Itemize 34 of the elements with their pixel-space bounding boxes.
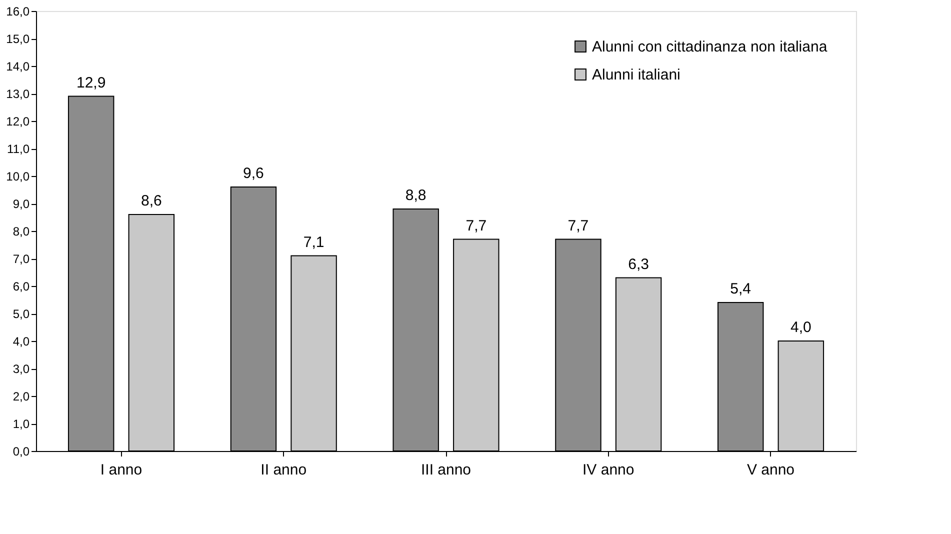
data-label: 7,7: [466, 217, 487, 234]
y-tick-label: 0,0: [12, 444, 30, 458]
y-tick-label: 9,0: [12, 197, 30, 211]
y-tick-label: 8,0: [12, 224, 30, 238]
y-tick-label: 11,0: [7, 142, 30, 156]
x-tick-label: II anno: [260, 462, 307, 478]
x-tick-label: IV anno: [582, 462, 634, 478]
x-tick-label: V anno: [746, 462, 795, 478]
y-tick-label: 2,0: [12, 390, 30, 404]
y-tick-label: 4,0: [12, 334, 30, 348]
y-tick-label: 1,0: [12, 417, 30, 431]
data-label: 8,6: [140, 192, 162, 210]
data-label: 7,7: [568, 217, 589, 234]
legend-label: Alunni con cittadinanza non italiana: [592, 38, 828, 56]
data-label: 5,4: [730, 280, 752, 298]
x-tick-label: I anno: [100, 462, 142, 478]
data-label: 4,0: [790, 319, 812, 336]
data-label: 6,3: [628, 256, 649, 273]
y-tick-label: 16,0: [6, 4, 30, 18]
data-label: 8,8: [405, 187, 426, 204]
y-tick-label: 6,0: [12, 280, 30, 294]
y-tick-label: 13,0: [6, 87, 30, 101]
y-tick-label: 3,0: [12, 362, 30, 376]
legend-label: Alunni italiani: [592, 66, 680, 84]
y-tick-label: 12,0: [6, 114, 30, 128]
y-tick-label: 10,0: [6, 170, 30, 184]
data-label: 7,1: [303, 234, 324, 251]
y-tick-label: 15,0: [6, 32, 30, 46]
y-tick-label: 14,0: [6, 60, 30, 74]
data-label: 12,9: [76, 74, 106, 92]
data-label: 9,6: [243, 165, 264, 182]
y-tick-label: 7,0: [12, 252, 30, 266]
x-tick-label: III anno: [420, 462, 472, 478]
y-tick-label: 5,0: [12, 307, 30, 321]
